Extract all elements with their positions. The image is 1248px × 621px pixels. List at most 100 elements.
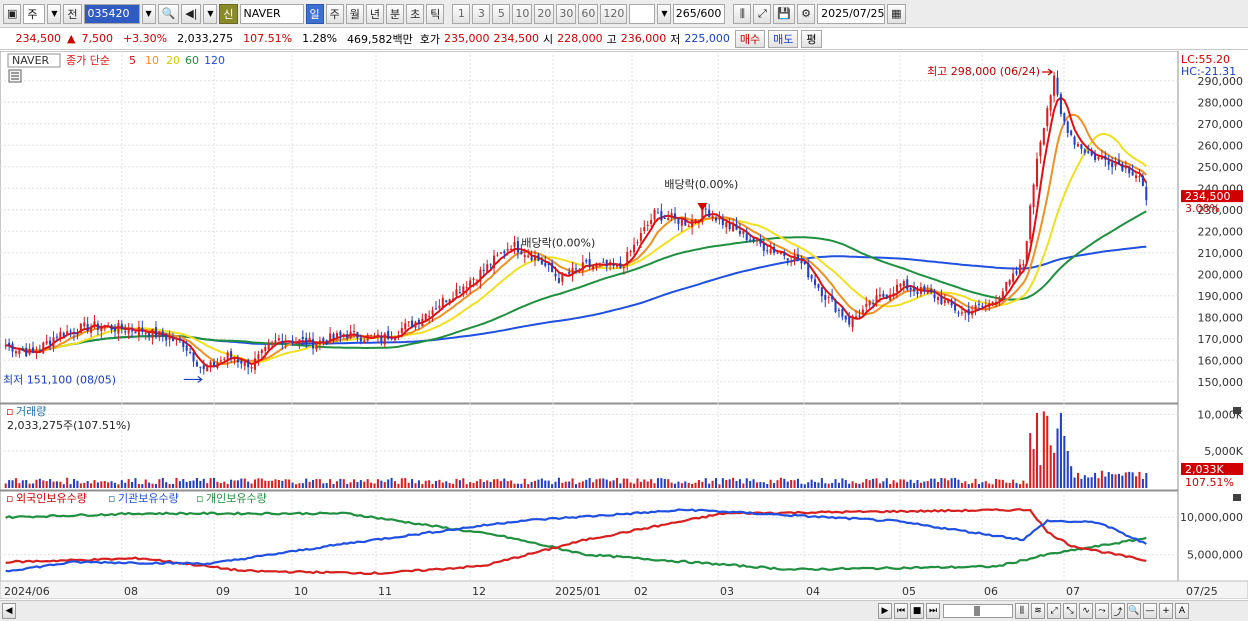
price-panel[interactable] xyxy=(0,50,1179,404)
zoom-search-icon[interactable]: 🔍 xyxy=(1127,603,1141,619)
candle-body xyxy=(872,303,875,305)
hc-value: HC:-21.31 xyxy=(1181,65,1236,78)
interval-20[interactable]: 20 xyxy=(534,3,555,24)
candle-body xyxy=(434,308,438,310)
candle-body xyxy=(332,333,335,339)
avg-button[interactable]: 평 xyxy=(801,29,822,48)
candle-body xyxy=(1015,271,1018,274)
open-label: 시 xyxy=(543,32,554,46)
rewind-icon[interactable]: ⏮ xyxy=(894,603,908,619)
period-day[interactable]: 일 xyxy=(305,3,324,24)
volume-panel-close-icon[interactable] xyxy=(1233,407,1241,414)
speaker-dropdown-icon[interactable]: ▼ xyxy=(203,3,218,24)
volume-bar xyxy=(622,478,625,488)
search-icon[interactable]: 🔍 xyxy=(157,3,180,24)
save-icon[interactable]: 💾 xyxy=(773,3,796,24)
volume-bar xyxy=(277,479,280,488)
interval-5[interactable]: 5 xyxy=(492,3,511,24)
market-select[interactable]: 주 xyxy=(23,3,46,24)
volume-bar xyxy=(595,479,598,488)
candle-body xyxy=(602,261,605,263)
sell-button[interactable]: 매도 xyxy=(768,29,799,48)
chart-style-icon-3[interactable]: ⤢ xyxy=(1047,603,1061,619)
holding-panel-close-icon[interactable] xyxy=(1233,494,1241,501)
drawing-tool-icon[interactable]: ⤢ xyxy=(753,3,772,24)
holding-tick-label: 10,000,000 xyxy=(1180,511,1243,524)
period-second[interactable]: 초 xyxy=(406,3,425,24)
candle-body xyxy=(906,279,909,290)
zoom-out-icon[interactable]: — xyxy=(1143,603,1157,619)
code-dropdown-icon[interactable]: ▼ xyxy=(141,3,156,24)
chart-type-icon[interactable]: ⫼ xyxy=(733,3,752,24)
bid-label: 호가 xyxy=(419,32,441,46)
prev-button[interactable]: 전 xyxy=(63,3,82,24)
candle-body xyxy=(113,327,117,332)
price-change-pct: +3.30% xyxy=(122,32,168,45)
buy-button[interactable]: 매수 xyxy=(734,29,766,48)
chart-style-icon-6[interactable]: ⤳ xyxy=(1095,603,1109,619)
date-input[interactable]: 2025/07/25 xyxy=(817,3,886,24)
candle-body xyxy=(230,351,233,358)
zoom-in-icon[interactable]: + xyxy=(1159,603,1173,619)
speaker-icon[interactable]: ◀| xyxy=(181,3,202,24)
period-week[interactable]: 주 xyxy=(325,3,344,24)
bid-price-1: 235,000 xyxy=(444,32,490,45)
interval-1[interactable]: 1 xyxy=(452,3,471,24)
volume-bar xyxy=(267,480,270,488)
period-minute[interactable]: 분 xyxy=(386,3,405,24)
scroll-left-icon[interactable]: ◀ xyxy=(2,603,16,619)
volume-bar xyxy=(988,483,991,488)
scroll-right-icon[interactable]: ▶ xyxy=(878,603,892,619)
window-icon[interactable]: ▣ xyxy=(3,3,22,24)
interval-dropdown-icon[interactable]: ▼ xyxy=(657,3,672,24)
volume-bar xyxy=(899,479,902,488)
candle-body xyxy=(803,261,806,265)
market-dropdown-icon[interactable]: ▼ xyxy=(47,3,62,24)
zoom-slider[interactable] xyxy=(943,604,1013,618)
period-tick[interactable]: 틱 xyxy=(426,3,445,24)
volume-bar xyxy=(1029,433,1032,488)
chart-style-icon-5[interactable]: ∿ xyxy=(1079,603,1093,619)
period-year[interactable]: 년 xyxy=(365,3,385,24)
interval-custom-input[interactable] xyxy=(629,3,656,24)
chart-area[interactable]: 150,000 160,000 170,000 180,000 190,000 200,0… xyxy=(0,50,1248,600)
stop-icon[interactable]: ■ xyxy=(910,603,924,619)
interval-30[interactable]: 30 xyxy=(556,3,577,24)
volume-bar xyxy=(998,479,1001,488)
candle-body xyxy=(267,344,270,350)
chart-style-icon-7[interactable]: ⤴ xyxy=(1111,603,1125,619)
settings-gear-icon[interactable]: ⚙ xyxy=(797,3,816,24)
bar-count-input[interactable]: 265/600 xyxy=(673,3,726,24)
candle-body xyxy=(148,333,151,337)
volume-bar xyxy=(21,480,24,488)
period-month[interactable]: 월 xyxy=(345,3,364,24)
chart-svg[interactable]: 150,000 160,000 170,000 180,000 190,000 200,0… xyxy=(0,50,1248,600)
candle-body xyxy=(592,266,595,270)
candle-body xyxy=(1090,151,1093,156)
interval-10[interactable]: 10 xyxy=(512,3,533,24)
volume-bar xyxy=(793,480,796,488)
candle-body xyxy=(325,340,328,345)
forward-icon[interactable]: ⏭ xyxy=(926,603,940,619)
font-size-icon[interactable]: A xyxy=(1175,603,1189,619)
volume-bar xyxy=(554,481,557,488)
candle-body xyxy=(274,340,277,343)
scroll-track[interactable] xyxy=(16,604,876,618)
zoom-slider-thumb[interactable] xyxy=(974,606,980,616)
chart-style-icon-2[interactable]: ≋ xyxy=(1031,603,1045,619)
open-price: 228,000 xyxy=(557,32,603,45)
volume-panel[interactable] xyxy=(0,403,1179,491)
calendar-icon[interactable]: ▦ xyxy=(887,3,906,24)
x-tick-label: 2024/06 xyxy=(4,585,50,598)
interval-60[interactable]: 60 xyxy=(578,3,599,24)
new-button[interactable]: 신 xyxy=(219,3,238,24)
chart-style-icon-4[interactable]: ⤡ xyxy=(1063,603,1077,619)
candle-body xyxy=(820,287,823,297)
interval-120[interactable]: 120 xyxy=(600,3,628,24)
volume-bar xyxy=(540,478,543,488)
chart-style-icon-1[interactable]: ⫼ xyxy=(1015,603,1029,619)
interval-3[interactable]: 3 xyxy=(472,3,491,24)
holding-legend-foreign: 외국인보유수량 xyxy=(16,492,87,505)
stock-code-input[interactable]: 035420 xyxy=(83,3,140,24)
volume-bar xyxy=(817,482,820,488)
